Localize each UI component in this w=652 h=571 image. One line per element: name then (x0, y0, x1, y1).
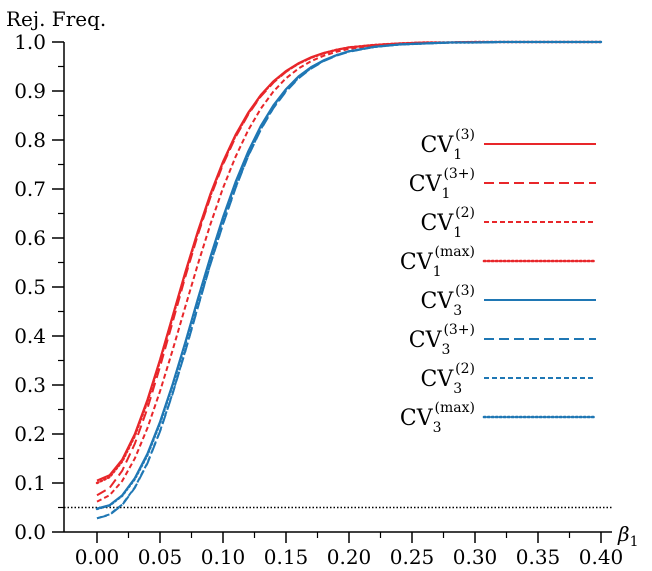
x-axis-title: β1 (617, 522, 638, 550)
series-line-cv3-3 (96, 41, 601, 510)
y-tick-label: 0.2 (14, 422, 46, 446)
legend-label: CV1(3+) (409, 166, 475, 202)
legend-entry: CV3(2) (421, 361, 596, 397)
x-tick-label: 0.40 (579, 545, 624, 569)
y-tick-label: 0.8 (14, 128, 46, 152)
y-tick-label: 1.0 (14, 30, 46, 54)
y-tick-label: 0.6 (14, 226, 46, 250)
y-tick-label: 0.1 (14, 471, 46, 495)
y-tick-label: 0.0 (14, 520, 46, 544)
y-tick-label: 0.9 (14, 79, 46, 103)
series-line-cv1-2 (96, 41, 601, 503)
x-tick-label: 0.00 (75, 545, 120, 569)
legend-label: CV3(2) (421, 361, 476, 397)
series-line-cv3-3plus (96, 41, 601, 520)
legend-entry: CV3(3+) (409, 322, 596, 358)
legend-entry: CV1(3+) (409, 166, 596, 202)
series-layer (95, 40, 603, 520)
legend-label: CV1(max) (400, 244, 475, 280)
y-tick-label: 0.7 (14, 177, 46, 201)
legend-entry: CV1(max) (400, 244, 598, 280)
axes-layer: 0.0 0.1 0.2 0.3 0.4 0.5 0.6 0.7 0.8 0.9 1.0 0.00 0.0… (14, 30, 623, 569)
legend-entry: CV1(2) (421, 205, 596, 241)
y-tick-label: 0.3 (14, 373, 46, 397)
x-tick-label: 0.25 (390, 545, 435, 569)
legend: CV1(3)CV1(3+)CV1(2)CV1(max)CV3(3)CV3(3+)… (400, 127, 598, 436)
legend-label: CV3(3) (421, 283, 476, 319)
x-tick-label: 0.05 (138, 545, 183, 569)
legend-label: CV1(2) (421, 205, 476, 241)
legend-entry: CV1(3) (421, 127, 596, 163)
x-tick-label: 0.35 (516, 545, 561, 569)
y-tick-label: 0.5 (14, 275, 46, 299)
x-tick-label: 0.15 (264, 545, 309, 569)
x-tick-label: 0.30 (453, 545, 498, 569)
legend-label: CV3(max) (400, 400, 475, 436)
legend-entry: CV3(3) (421, 283, 596, 319)
x-tick-label: 0.10 (201, 545, 246, 569)
legend-label: CV1(3) (421, 127, 476, 163)
series-line-cv3-max (95, 40, 603, 511)
y-axis-title: Rej. Freq. (6, 7, 106, 31)
series-line-cv1-3plus (96, 41, 601, 497)
y-tick-label: 0.4 (14, 324, 46, 348)
legend-entry: CV3(max) (400, 400, 598, 436)
x-tick-label: 0.20 (327, 545, 372, 569)
legend-label: CV3(3+) (409, 322, 475, 358)
series-line-cv3-2 (96, 41, 601, 520)
